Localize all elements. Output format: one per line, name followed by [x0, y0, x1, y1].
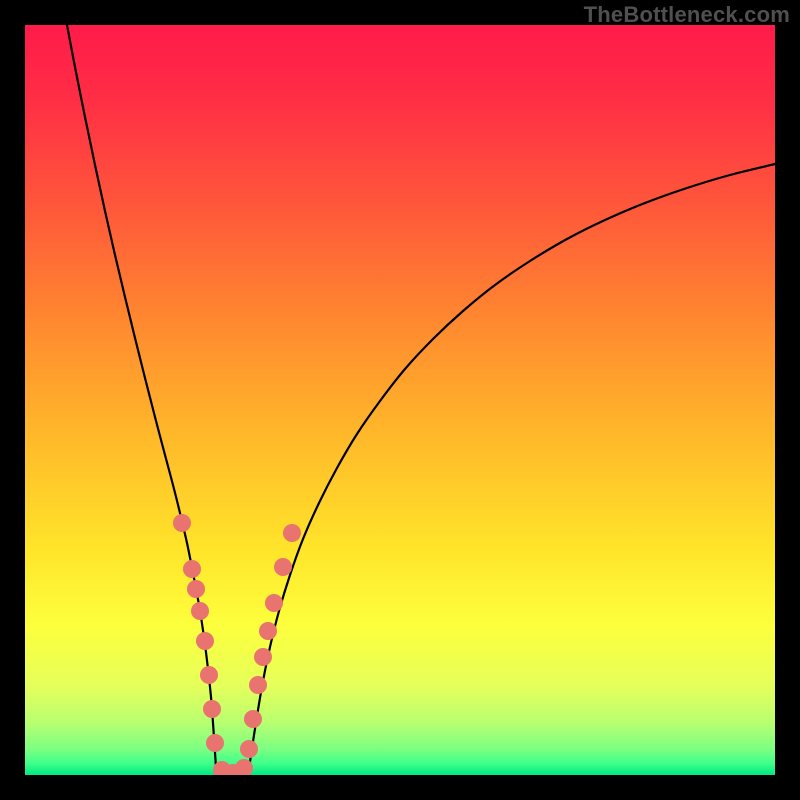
data-markers — [173, 514, 301, 775]
data-marker — [206, 734, 224, 752]
data-marker — [200, 666, 218, 684]
plot-area — [25, 25, 775, 775]
data-marker — [249, 676, 267, 694]
data-marker — [191, 602, 209, 620]
chart-frame: TheBottleneck.com — [0, 0, 800, 800]
data-marker — [265, 594, 283, 612]
data-marker — [173, 514, 191, 532]
bottleneck-curve-layer — [25, 25, 775, 775]
data-marker — [244, 710, 262, 728]
data-marker — [240, 740, 258, 758]
bottleneck-curve — [67, 25, 775, 775]
data-marker — [283, 524, 301, 542]
data-marker — [259, 622, 277, 640]
data-marker — [254, 648, 272, 666]
data-marker — [203, 700, 221, 718]
data-marker — [183, 560, 201, 578]
attribution-text: TheBottleneck.com — [584, 2, 790, 28]
data-marker — [187, 580, 205, 598]
data-marker — [196, 632, 214, 650]
data-marker — [274, 558, 292, 576]
